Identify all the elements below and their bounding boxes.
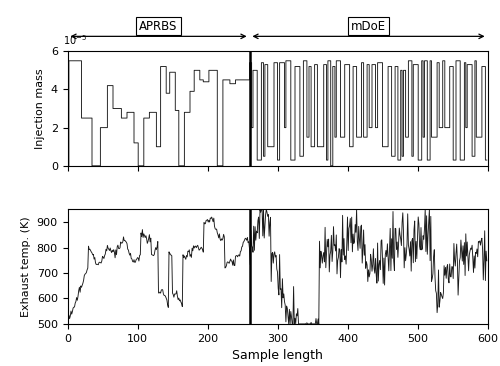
Text: $10^{-5}$: $10^{-5}$ (64, 33, 88, 46)
Text: mDoE: mDoE (351, 19, 386, 33)
Y-axis label: Injection mass: Injection mass (35, 68, 45, 149)
X-axis label: Sample length: Sample length (232, 349, 323, 362)
Y-axis label: Exhaust temp. (K): Exhaust temp. (K) (21, 216, 31, 317)
Text: APRBS: APRBS (140, 19, 177, 33)
